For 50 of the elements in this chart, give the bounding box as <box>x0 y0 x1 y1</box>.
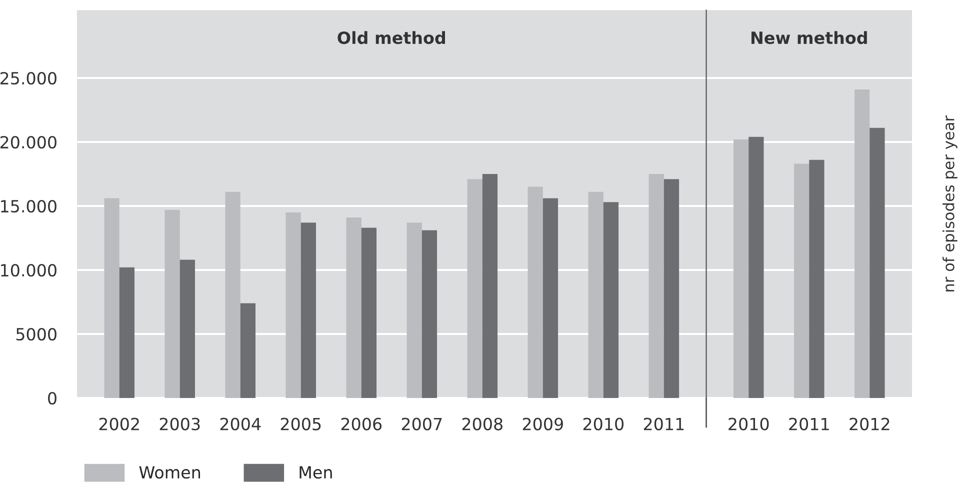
x-tick-label: 2008 <box>462 418 502 430</box>
x-tick-label: 2012 <box>850 418 890 430</box>
bar <box>748 136 764 398</box>
bar <box>588 192 604 398</box>
bar <box>528 186 543 398</box>
y-tick-label: 25.000 <box>0 72 56 85</box>
bar <box>467 179 482 398</box>
x-tick-label: 2010 <box>728 418 769 430</box>
bar <box>809 160 824 398</box>
bar <box>422 230 438 398</box>
y-axis-title: nr of episodes per year <box>942 115 958 292</box>
x-tick-label: 2009 <box>522 418 563 430</box>
x-tick-label: 2011 <box>789 418 829 430</box>
text: New method <box>752 31 867 44</box>
x-tick-label: 2003 <box>160 418 200 430</box>
bar <box>664 179 680 398</box>
x-tick-label: 2005 <box>280 418 321 430</box>
y-tick-label: 5000 <box>16 328 56 341</box>
bar <box>854 90 870 398</box>
x-tick-label: 2010 <box>583 418 624 430</box>
bar <box>361 228 377 398</box>
x-tick-label: 2004 <box>220 418 261 430</box>
x-tick-label: 2002 <box>99 418 139 430</box>
bar <box>406 222 422 398</box>
text: Old method <box>338 31 445 44</box>
bar <box>180 260 195 398</box>
y-tick-label: 10.000 <box>1 264 56 277</box>
y-tick-label: 20.000 <box>0 136 56 149</box>
bar <box>225 192 240 398</box>
legend-label: Women <box>139 466 200 479</box>
bar <box>164 210 180 398</box>
x-tick-label: 2007 <box>402 418 442 430</box>
bar <box>104 198 120 398</box>
bar <box>603 202 619 398</box>
bar <box>300 222 316 398</box>
y-tick-label: 15.000 <box>1 200 56 213</box>
bar <box>648 174 664 398</box>
bar <box>482 174 498 398</box>
x-tick-label: 2006 <box>341 418 382 430</box>
legend-label: Men <box>300 466 332 479</box>
bar <box>240 303 256 398</box>
bar <box>734 139 749 398</box>
bar <box>286 212 301 398</box>
x-tick-label: 2011 <box>644 418 684 430</box>
bar <box>870 128 885 398</box>
bar <box>346 218 362 398</box>
bar <box>542 198 558 398</box>
bar <box>794 164 810 398</box>
y-tick-label: 0 <box>48 392 56 405</box>
bar <box>119 267 134 398</box>
